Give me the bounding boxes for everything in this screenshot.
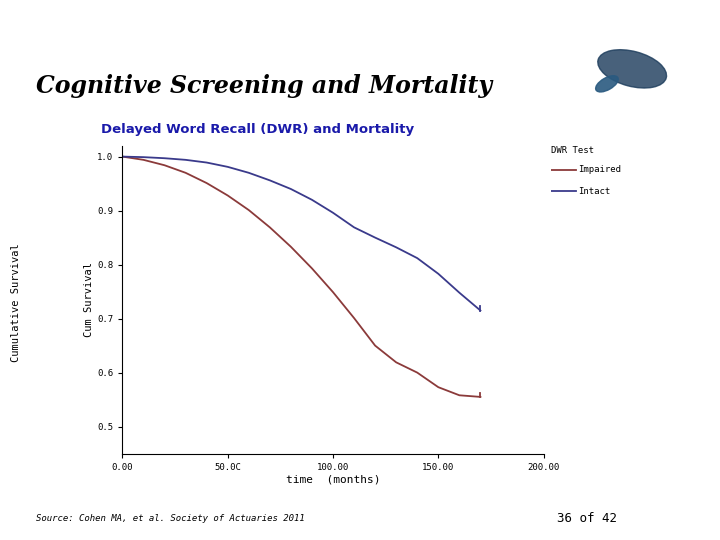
Text: Intact: Intact bbox=[579, 187, 611, 195]
Ellipse shape bbox=[598, 50, 667, 88]
Y-axis label: Cum Survival: Cum Survival bbox=[84, 262, 94, 337]
Text: DWR Test: DWR Test bbox=[551, 146, 594, 155]
X-axis label: time  (months): time (months) bbox=[286, 475, 380, 484]
Text: 36 of 42: 36 of 42 bbox=[557, 512, 617, 525]
Text: Source: Cohen MA, et al. Society of Actuaries 2011: Source: Cohen MA, et al. Society of Actu… bbox=[36, 514, 305, 523]
Text: Delayed Word Recall (DWR) and Mortality: Delayed Word Recall (DWR) and Mortality bbox=[101, 123, 414, 136]
Text: Cumulative Survival: Cumulative Survival bbox=[11, 243, 21, 362]
Ellipse shape bbox=[595, 76, 618, 92]
Text: Impaired: Impaired bbox=[579, 165, 621, 174]
Text: Cognitive Screening and Mortality: Cognitive Screening and Mortality bbox=[36, 75, 492, 98]
